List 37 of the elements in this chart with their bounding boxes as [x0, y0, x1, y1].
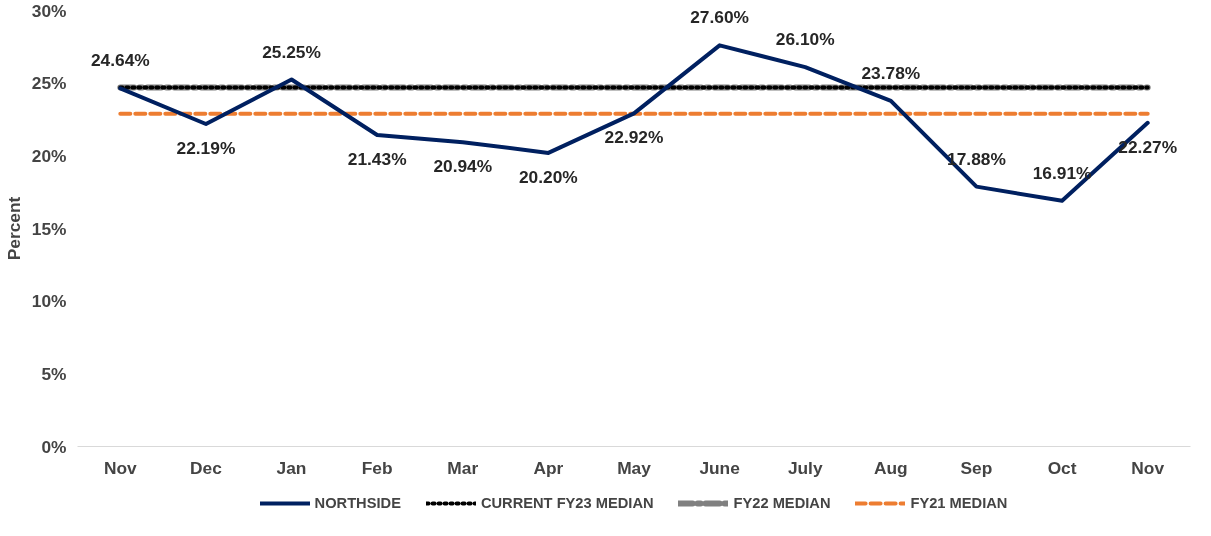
- x-tick-label: Nov: [103, 457, 138, 478]
- y-tick-label: 10%: [31, 291, 67, 312]
- data-label: 23.78%: [861, 62, 921, 83]
- legend-label: FY22 MEDIAN: [733, 494, 831, 511]
- y-tick-label: 15%: [31, 218, 67, 239]
- data-label: 17.88%: [947, 148, 1006, 169]
- legend-label: CURRENT FY23 MEDIAN: [480, 494, 654, 511]
- y-tick-label: 5%: [41, 363, 67, 384]
- data-label: 27.60%: [690, 7, 750, 28]
- data-label: 21.43%: [347, 149, 407, 170]
- y-axis-title: Percent: [3, 196, 24, 261]
- x-tick-label: Dec: [190, 457, 223, 478]
- x-tick-label: Apr: [533, 457, 564, 478]
- y-tick-label: 30%: [31, 0, 67, 21]
- x-tick-label: Feb: [361, 457, 393, 478]
- y-tick-label: 25%: [31, 73, 67, 94]
- x-tick-label: Sep: [960, 457, 993, 478]
- data-label: 22.92%: [604, 127, 664, 148]
- legend-label: FY21 MEDIAN: [910, 494, 1008, 511]
- data-label: 24.64%: [90, 50, 150, 71]
- data-label: 25.25%: [262, 41, 321, 62]
- data-label: 20.20%: [519, 166, 578, 187]
- data-label: 22.19%: [176, 138, 236, 159]
- legend-label: NORTHSIDE: [314, 494, 401, 511]
- x-tick-label: July: [787, 457, 823, 478]
- y-tick-label: 0%: [41, 436, 67, 457]
- x-tick-label: Jan: [276, 457, 307, 478]
- x-tick-label: Oct: [1047, 457, 1077, 478]
- x-tick-label: Aug: [874, 457, 908, 478]
- data-label: 26.10%: [775, 29, 835, 50]
- data-label: 16.91%: [1032, 162, 1092, 183]
- y-tick-label: 20%: [31, 145, 67, 166]
- x-tick-label: Nov: [1131, 457, 1165, 478]
- x-tick-label: May: [617, 457, 652, 478]
- x-tick-label: June: [699, 457, 741, 478]
- data-label: 20.94%: [433, 156, 493, 177]
- x-tick-label: Mar: [447, 457, 479, 478]
